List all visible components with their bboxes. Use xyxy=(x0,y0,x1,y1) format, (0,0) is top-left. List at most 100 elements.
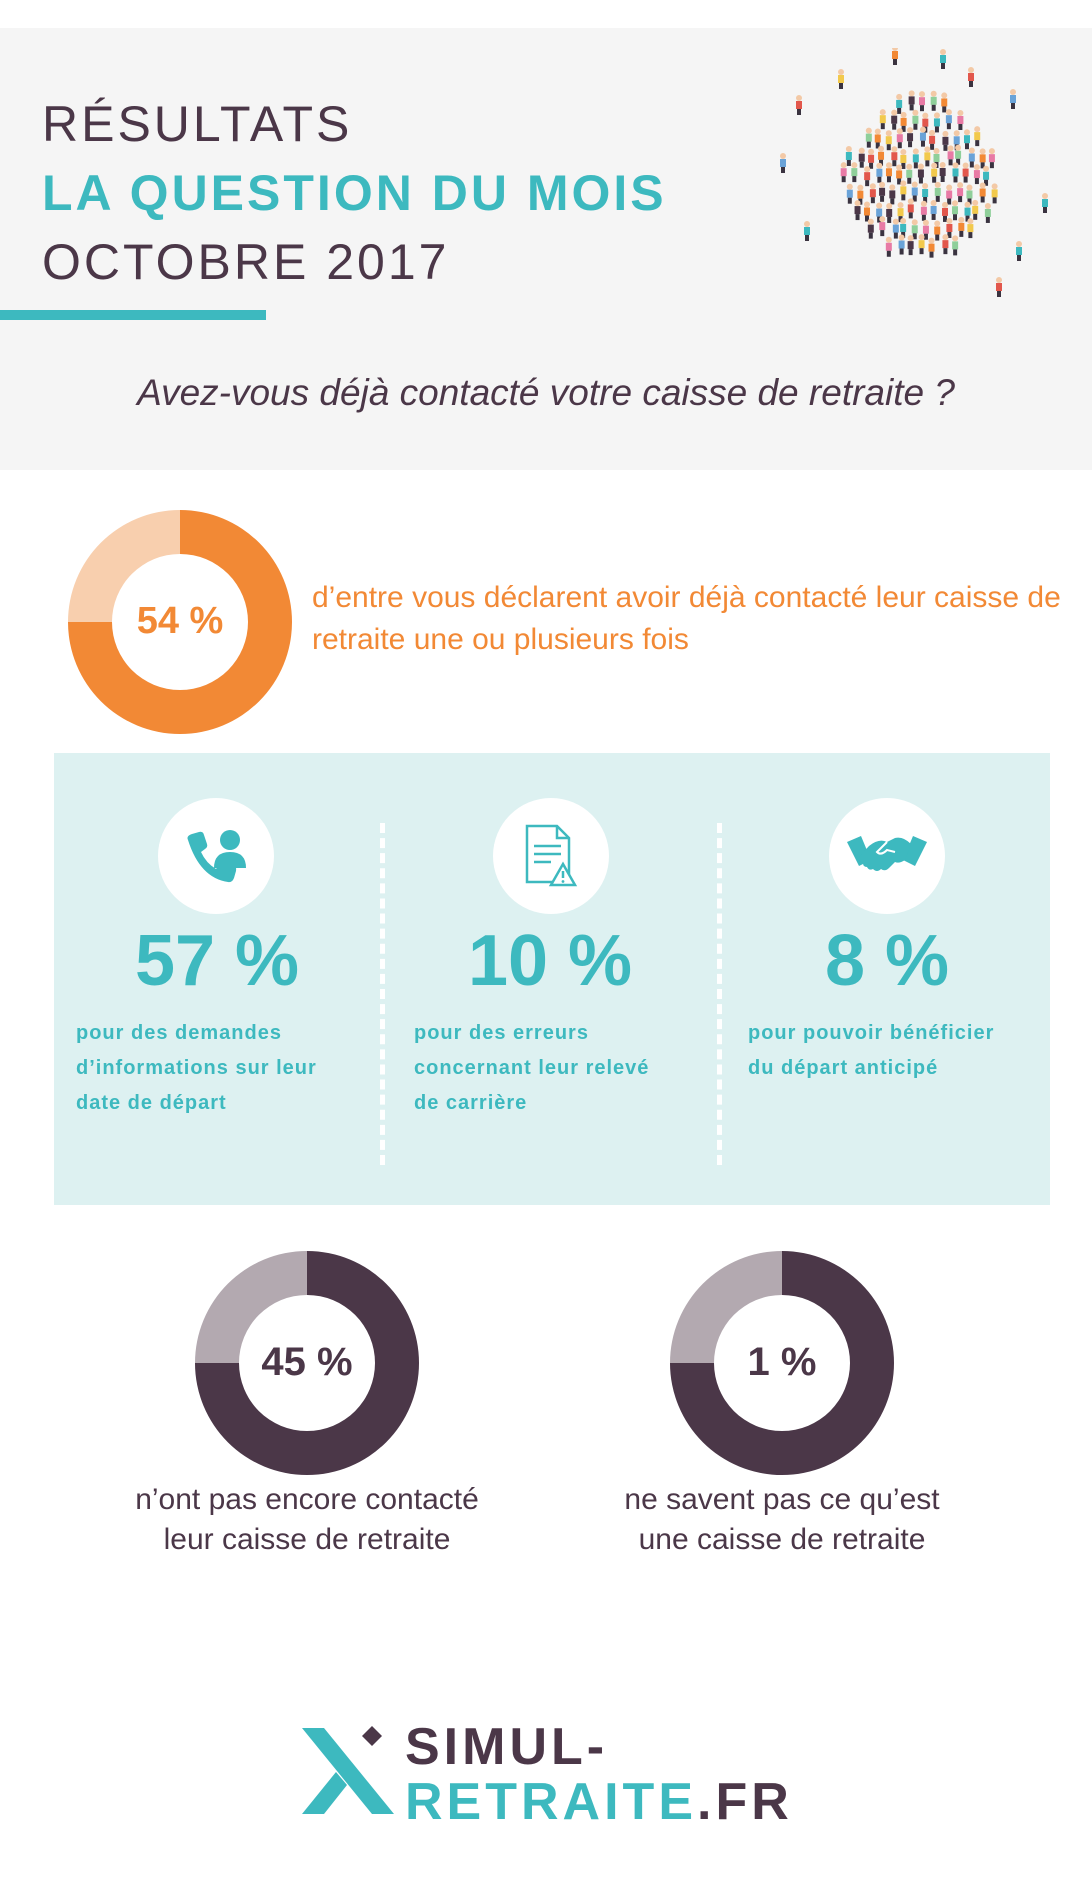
stat-3-value: 8 % xyxy=(824,921,950,1001)
person-icon xyxy=(946,184,953,205)
person-icon xyxy=(940,49,946,69)
person-icon xyxy=(972,199,979,220)
caption-line: n’ont pas encore contacté xyxy=(135,1483,479,1516)
person-icon xyxy=(886,202,893,223)
header-title-date: OCTOBRE 2017 xyxy=(42,234,450,290)
person-icon xyxy=(979,148,986,169)
stat-1-value: 57 % xyxy=(134,921,300,1001)
person-icon xyxy=(930,90,937,111)
stat-1-line: date de départ xyxy=(76,1092,227,1114)
person-icon xyxy=(858,147,865,168)
person-icon xyxy=(900,111,907,132)
donut-1-chart xyxy=(670,1251,894,1475)
logo-text-retraite: RETRAITE.FR xyxy=(405,1772,793,1832)
person-icon xyxy=(907,127,914,148)
header-underline xyxy=(0,310,266,320)
person-icon xyxy=(962,162,969,183)
person-icon xyxy=(846,183,853,204)
person-icon xyxy=(946,217,953,238)
donut-slice-rest xyxy=(670,1251,782,1363)
person-icon xyxy=(780,153,786,173)
person-icon xyxy=(942,130,949,151)
donut-45-label: 45 % xyxy=(261,1340,353,1384)
person-icon xyxy=(929,129,936,150)
simul-retraite-logo-mark xyxy=(302,1726,394,1814)
panel-divider xyxy=(717,823,722,1165)
person-icon xyxy=(898,234,905,255)
person-icon xyxy=(1016,241,1022,261)
person-icon xyxy=(896,128,903,149)
person-icon xyxy=(854,200,861,221)
person-icon xyxy=(912,148,919,169)
person-icon xyxy=(930,199,937,220)
person-icon xyxy=(942,234,949,255)
person-icon xyxy=(879,181,886,202)
person-icon xyxy=(942,201,949,222)
stat-3-line: du départ anticipé xyxy=(748,1057,939,1079)
person-icon xyxy=(900,217,907,238)
donut-slice-rest xyxy=(68,510,180,622)
person-icon xyxy=(917,163,924,184)
person-icon xyxy=(922,219,929,240)
donut-54-description: d’entre vous déclarent avoir déjà contac… xyxy=(312,581,1061,656)
donut-45-caption: n’ont pas encore contacté leur caisse de… xyxy=(57,1480,557,1560)
person-icon xyxy=(918,234,925,255)
person-icon xyxy=(919,126,926,147)
person-icon xyxy=(891,146,898,167)
person-icon xyxy=(796,95,802,115)
person-icon xyxy=(984,202,991,223)
document-warning-icon xyxy=(525,824,578,887)
person-icon xyxy=(934,220,941,241)
donut-slice-main xyxy=(195,1251,419,1475)
survey-question: Avez-vous déjà contacté votre caisse de … xyxy=(137,372,955,413)
person-icon xyxy=(952,162,959,183)
stat-3-description: pour pouvoir bénéficier du départ antici… xyxy=(748,1016,994,1086)
person-icon xyxy=(911,219,918,240)
donut-slice-main xyxy=(670,1251,894,1475)
person-icon xyxy=(896,164,903,185)
person-icon xyxy=(996,277,1002,297)
person-icon xyxy=(857,184,864,205)
person-icon xyxy=(876,162,883,183)
person-icon xyxy=(804,221,810,241)
header-title-results: RÉSULTATS xyxy=(42,96,353,152)
person-icon xyxy=(900,148,907,169)
person-icon xyxy=(897,202,904,223)
logo-text-simul: SIMUL- xyxy=(405,1718,609,1776)
person-icon xyxy=(941,92,948,113)
person-icon xyxy=(908,90,915,111)
stat-1-description: pour des demandes d’informations sur leu… xyxy=(76,1016,317,1121)
person-icon xyxy=(979,182,986,203)
person-icon xyxy=(957,110,964,131)
donut-slice-main xyxy=(68,510,292,734)
person-icon xyxy=(864,166,871,187)
person-icon xyxy=(900,180,907,201)
stat-2-value: 10 % xyxy=(467,921,633,1001)
stat-1-line: pour des demandes xyxy=(76,1022,282,1044)
person-icon xyxy=(991,183,998,204)
person-icon xyxy=(957,182,964,203)
person-icon xyxy=(867,218,874,239)
person-icon xyxy=(968,67,974,87)
person-icon xyxy=(892,48,898,65)
stat-2-line: de carrière xyxy=(414,1092,528,1114)
person-icon xyxy=(891,109,898,130)
person-icon xyxy=(952,235,959,256)
person-icon xyxy=(885,162,892,183)
donut-1-label: 1 % xyxy=(747,1340,817,1384)
person-icon xyxy=(983,165,990,186)
person-icon xyxy=(920,200,927,221)
phone-contact-icon xyxy=(187,830,246,883)
person-icon xyxy=(1010,89,1016,109)
person-icon xyxy=(911,181,918,202)
person-icon xyxy=(879,216,886,237)
stat-2-line: pour des erreurs xyxy=(414,1022,589,1044)
person-icon xyxy=(931,162,938,183)
person-icon xyxy=(945,109,952,130)
logo-text-fr: .FR xyxy=(697,1773,793,1831)
handshake-icon-circle xyxy=(829,798,945,914)
stat-2-line: concernant leur relevé xyxy=(414,1057,650,1079)
document-warning-icon-circle xyxy=(493,798,609,914)
person-icon xyxy=(874,128,881,149)
donut-54-chart xyxy=(68,510,292,734)
